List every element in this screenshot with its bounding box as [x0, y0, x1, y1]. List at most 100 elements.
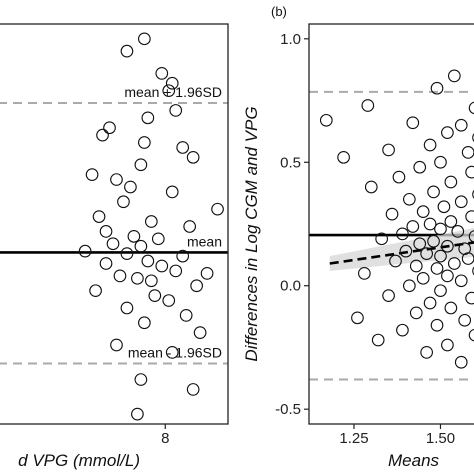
data-point — [399, 244, 413, 258]
data-point — [120, 44, 134, 58]
y-axis-label: Differences in Log CGM and VPG — [242, 106, 261, 361]
data-point — [131, 407, 144, 421]
data-point — [183, 220, 197, 233]
data-point — [134, 373, 148, 386]
data-point — [144, 274, 158, 288]
data-point — [434, 249, 447, 263]
data-point — [165, 185, 179, 199]
data-point — [165, 76, 179, 90]
data-point — [186, 150, 200, 164]
data-point — [179, 309, 193, 322]
data-point — [211, 202, 224, 216]
data-point — [176, 141, 190, 154]
data-point — [427, 185, 440, 199]
data-point — [434, 222, 447, 236]
data-point — [162, 84, 176, 98]
data-point — [444, 175, 458, 189]
data-point — [451, 225, 465, 238]
data-point — [409, 306, 423, 320]
data-point — [138, 136, 151, 149]
data-point — [413, 160, 427, 174]
data-point — [103, 121, 116, 135]
data-point — [468, 328, 474, 342]
data-point — [193, 326, 207, 339]
data-point — [176, 249, 190, 263]
data-point — [120, 301, 134, 315]
data-point — [351, 311, 364, 325]
data-point — [190, 279, 203, 293]
y-tick-label: -0.5 — [275, 401, 301, 418]
data-point — [106, 237, 120, 251]
x-tick-label: 1.50 — [426, 430, 455, 447]
data-point — [99, 225, 113, 238]
data-point — [423, 138, 437, 152]
line-annotation: mean — [187, 233, 222, 249]
data-point — [465, 210, 474, 223]
data-point — [423, 296, 437, 310]
data-point — [413, 237, 427, 251]
data-point — [454, 118, 468, 132]
data-point — [458, 313, 472, 327]
data-point — [110, 173, 123, 186]
data-point — [337, 150, 350, 164]
data-point — [465, 291, 474, 305]
data-point — [444, 301, 458, 315]
data-point — [454, 274, 468, 288]
data-point — [420, 346, 433, 359]
x-tick-label: 8 — [161, 430, 169, 447]
data-point — [131, 271, 144, 285]
data-point — [78, 244, 92, 258]
data-point — [437, 200, 451, 214]
data-point — [92, 210, 106, 223]
data-point — [361, 99, 375, 112]
data-point — [454, 195, 468, 209]
data-point — [430, 262, 444, 275]
data-point — [454, 355, 468, 369]
data-point — [165, 346, 179, 359]
data-point — [472, 266, 474, 276]
data-point — [364, 180, 378, 194]
data-point — [162, 294, 176, 307]
panel-a: 8 d VPG (mmol/L) mean + 1.96SD mean mean - 1… — [0, 23, 229, 470]
data-point — [434, 155, 447, 169]
data-point — [319, 113, 333, 127]
data-point — [134, 158, 148, 172]
trend-confidence-band — [329, 228, 474, 271]
data-point — [392, 170, 406, 184]
data-point — [472, 133, 474, 143]
data-point — [406, 220, 420, 233]
data-point — [416, 271, 430, 285]
data-point — [389, 254, 402, 268]
data-point — [155, 259, 169, 273]
line-annotation: mean + 1.96SD — [124, 84, 222, 100]
panel-b: 1.25 1.50 1.0 0.5 0.0 -0.5 Means Differences in… — [242, 4, 474, 470]
data-point — [441, 126, 454, 139]
y-tick-label: 0.0 — [280, 278, 301, 295]
data-point — [169, 264, 183, 278]
data-point — [396, 323, 409, 337]
y-tick-label: 0.5 — [280, 154, 301, 171]
line-annotation: mean - 1.96SD — [128, 345, 222, 361]
data-point — [420, 247, 433, 260]
data-point — [96, 128, 109, 142]
x-axis-label: d VPG (mmol/L) — [18, 451, 140, 470]
data-point — [430, 81, 444, 95]
data-point — [371, 333, 385, 347]
data-point — [427, 234, 440, 248]
data-point — [151, 232, 165, 246]
data-point — [120, 247, 134, 260]
data-point — [441, 338, 454, 352]
data-point — [127, 229, 141, 243]
data-point — [416, 205, 430, 219]
data-point — [472, 189, 474, 199]
data-point — [430, 318, 444, 332]
data-point — [409, 259, 423, 273]
data-point — [117, 195, 130, 209]
data-point — [358, 267, 371, 280]
data-point — [124, 180, 137, 194]
y-tick-label: 1.0 — [280, 31, 301, 48]
data-point — [85, 168, 99, 181]
data-point — [144, 215, 158, 228]
data-point — [461, 146, 474, 159]
